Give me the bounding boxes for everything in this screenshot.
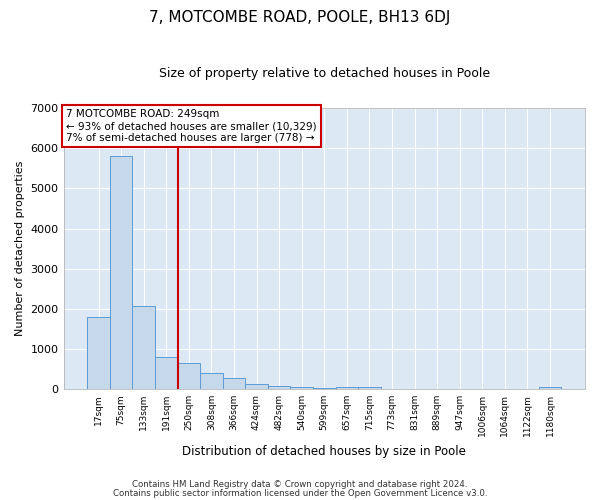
Bar: [155, 357, 178, 389]
Text: 7 MOTCOMBE ROAD: 249sqm
← 93% of detached houses are smaller (10,329)
7% of semi: 7 MOTCOMBE ROAD: 249sqm ← 93% of detache…: [66, 110, 317, 142]
Bar: [178, 363, 200, 389]
Bar: [358, 387, 381, 389]
Y-axis label: Number of detached properties: Number of detached properties: [15, 161, 25, 336]
Bar: [245, 384, 268, 389]
Bar: [539, 387, 561, 389]
Bar: [87, 317, 110, 389]
Bar: [223, 378, 245, 389]
Bar: [313, 388, 335, 389]
Text: 7, MOTCOMBE ROAD, POOLE, BH13 6DJ: 7, MOTCOMBE ROAD, POOLE, BH13 6DJ: [149, 10, 451, 25]
Title: Size of property relative to detached houses in Poole: Size of property relative to detached ho…: [159, 68, 490, 80]
X-axis label: Distribution of detached houses by size in Poole: Distribution of detached houses by size …: [182, 444, 466, 458]
Text: Contains HM Land Registry data © Crown copyright and database right 2024.: Contains HM Land Registry data © Crown c…: [132, 480, 468, 489]
Text: Contains public sector information licensed under the Open Government Licence v3: Contains public sector information licen…: [113, 490, 487, 498]
Bar: [290, 387, 313, 389]
Bar: [335, 387, 358, 389]
Bar: [200, 373, 223, 389]
Bar: [110, 156, 133, 389]
Bar: [133, 306, 155, 389]
Bar: [268, 386, 290, 389]
